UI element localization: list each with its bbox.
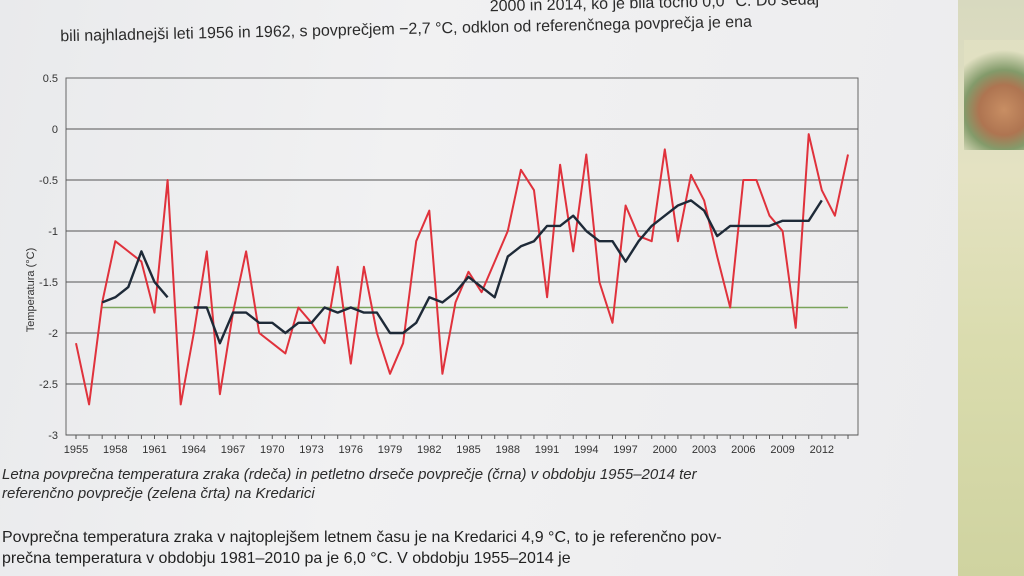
x-tick-label: 1976	[339, 444, 363, 456]
x-tick-label: 1988	[496, 444, 520, 456]
caption-line-2: referenčno povprečje (zelena črta) na Kr…	[2, 485, 315, 502]
x-tick-label: 2000	[653, 444, 677, 456]
x-tick-label: 2006	[731, 444, 755, 456]
y-tick-label: 0	[52, 124, 58, 136]
x-tick-label: 1985	[456, 444, 480, 456]
x-tick-label: 1958	[103, 444, 127, 456]
y-tick-label: -1.5	[39, 277, 58, 289]
x-tick-label: 2012	[810, 444, 834, 456]
x-tick-label: 1970	[260, 444, 284, 456]
y-tick-label: -3	[48, 430, 58, 442]
x-axis-ticks: 1955 1958 1961 1964 1967 1970 1973 1976 1979 1982…	[64, 435, 849, 456]
temperature-chart: 0.50-0.5-1-1.5-2-2.5-3 1955 1958 1961 1964 1…	[25, 73, 859, 456]
x-tick-label: 1991	[535, 444, 559, 456]
adjacent-page-illustration	[964, 40, 1024, 150]
x-tick-label: 1982	[417, 444, 441, 456]
x-tick-label: 2009	[770, 444, 794, 456]
x-tick-label: 1979	[378, 444, 402, 456]
y-tick-label: -0.5	[39, 175, 58, 187]
five-year-moving-average-line	[101, 199, 823, 345]
x-tick-label: 1973	[299, 444, 323, 456]
chart-grid	[66, 128, 858, 436]
x-tick-label: 1994	[574, 444, 598, 456]
annual-temperature-line	[75, 133, 849, 406]
figure-caption: Letna povprečna temperatura zraka (rdeča…	[2, 465, 902, 503]
y-tick-label: -1	[48, 226, 58, 238]
x-tick-label: 1997	[613, 444, 637, 456]
y-tick-label: -2	[48, 328, 58, 340]
body-line-2: prečna temperatura v obdobju 1981–2010 p…	[2, 550, 571, 567]
x-tick-label: 1967	[221, 444, 245, 456]
body-line-1: Povprečna temperatura zraka v najtoplejš…	[2, 529, 722, 546]
y-axis-ticks: 0.5 0 -0.5 -1 -1.5 -2 -2.5 -3	[39, 73, 58, 442]
x-tick-label: 1961	[142, 444, 166, 456]
x-tick-label: 1964	[182, 444, 206, 456]
y-tick-label: 0.5	[43, 73, 58, 85]
x-tick-label: 2003	[692, 444, 716, 456]
y-axis-label: Temperatura (°C)	[25, 248, 37, 332]
chart-plot	[75, 133, 849, 406]
x-tick-label: 1955	[64, 444, 88, 456]
y-tick-label: -2.5	[39, 379, 58, 391]
caption-line-1: Letna povprečna temperatura zraka (rdeča…	[2, 466, 697, 483]
body-paragraph: Povprečna temperatura zraka v najtoplejš…	[2, 527, 902, 569]
